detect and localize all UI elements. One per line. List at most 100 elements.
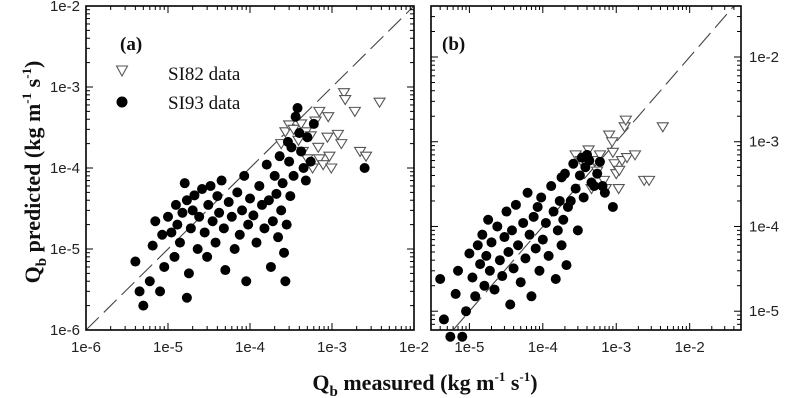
point-si93 [163, 211, 173, 222]
point-si93 [241, 276, 252, 287]
point-si93 [484, 265, 495, 276]
point-si93 [486, 237, 497, 248]
point-si93 [537, 234, 548, 245]
point-si93 [267, 216, 278, 227]
x-axis-title: Qb measured (kg m-1 s-1) [312, 369, 537, 398]
point-si93 [359, 163, 370, 173]
panel-label-a: (a) [120, 34, 142, 55]
x-tick-label-a: 1e-3 [317, 339, 347, 356]
y-axis-title: Qb predicted (kg m-1 s-1) [19, 61, 50, 284]
point-si82 [359, 151, 373, 163]
point-si93 [530, 243, 541, 254]
point-si93 [464, 248, 475, 259]
point-si93 [503, 246, 514, 257]
point-si93 [187, 205, 198, 216]
point-si93 [159, 261, 170, 272]
point-si93 [185, 223, 196, 234]
point-si93 [248, 210, 259, 221]
point-si93 [183, 268, 194, 279]
point-si93 [548, 206, 559, 217]
point-si93 [470, 291, 481, 302]
point-si93 [561, 260, 572, 271]
panel-a-markers [130, 88, 387, 311]
point-si93 [505, 299, 516, 310]
panel-label-b: (b) [442, 34, 465, 55]
point-si93 [477, 229, 488, 240]
point-si93 [234, 229, 245, 240]
point-si93 [438, 314, 449, 325]
point-si93 [308, 118, 319, 129]
legend-marker-si82 [115, 65, 129, 78]
point-si82 [337, 88, 351, 99]
point-si93 [155, 286, 166, 297]
point-si82 [311, 142, 325, 154]
point-si93 [174, 237, 185, 248]
point-si93 [273, 232, 284, 243]
point-si93 [461, 306, 472, 317]
legend-marker-si93 [116, 96, 128, 108]
point-si93 [263, 195, 274, 206]
point-si93 [286, 142, 297, 153]
point-si93 [492, 221, 503, 232]
point-si93 [179, 178, 190, 189]
point-si82 [642, 175, 656, 187]
point-si82 [605, 137, 619, 148]
point-si93 [279, 247, 290, 258]
point-si93 [565, 195, 576, 206]
point-si93 [467, 272, 478, 283]
x-tick-label-b: 1e-3 [601, 339, 631, 356]
point-si93 [572, 225, 583, 236]
point-si93 [294, 128, 305, 139]
point-si93 [210, 237, 221, 248]
point-si93 [261, 159, 272, 170]
point-si82 [312, 106, 326, 118]
point-si93 [181, 195, 192, 206]
point-si82 [593, 150, 607, 161]
point-si82 [320, 132, 334, 144]
point-si93 [243, 219, 254, 230]
point-si93 [296, 146, 307, 157]
point-si93 [599, 187, 610, 198]
x-tick-label-a: 1e-5 [153, 339, 183, 356]
y-tick-label-right-b: 1e-4 [749, 218, 779, 235]
panel-b-frame [430, 5, 742, 331]
point-si93 [203, 199, 214, 210]
point-si93 [290, 111, 301, 122]
point-si93 [144, 276, 155, 287]
point-si93 [166, 227, 177, 238]
point-si93 [298, 163, 309, 173]
point-si93 [570, 183, 581, 194]
point-si93 [280, 276, 291, 287]
point-si93 [177, 207, 188, 218]
point-si93 [214, 207, 225, 218]
point-si82 [602, 130, 616, 142]
point-si93 [232, 187, 243, 198]
point-si93 [197, 184, 208, 195]
point-si93 [192, 244, 203, 254]
point-si93 [220, 265, 231, 276]
point-si93 [450, 288, 461, 299]
point-si93 [172, 219, 183, 230]
point-si93 [218, 223, 229, 234]
point-si93 [189, 190, 200, 201]
point-si82 [612, 165, 626, 177]
point-si93 [528, 211, 539, 222]
point-si93 [169, 251, 180, 262]
y-tick-label-a: 1e-4 [50, 160, 80, 177]
point-si93 [499, 232, 510, 243]
point-si93 [558, 214, 569, 225]
point-si82 [612, 184, 626, 195]
point-si93 [265, 261, 276, 272]
point-si93 [302, 132, 313, 143]
point-si93 [207, 216, 218, 227]
point-si93 [556, 240, 567, 251]
point-si93 [259, 223, 270, 234]
point-si82 [620, 153, 634, 164]
y-tick-label-a: 1e-6 [50, 322, 80, 339]
point-si82 [338, 94, 352, 106]
tick-labels: 1e-6 1e-5 1e-4 1e-3 1e-2 1e-6 1e-5 1e-4 1e-3 1e-2… [50, 0, 779, 356]
point-si93 [251, 237, 262, 248]
point-si93 [534, 265, 545, 276]
point-si93 [157, 229, 168, 240]
